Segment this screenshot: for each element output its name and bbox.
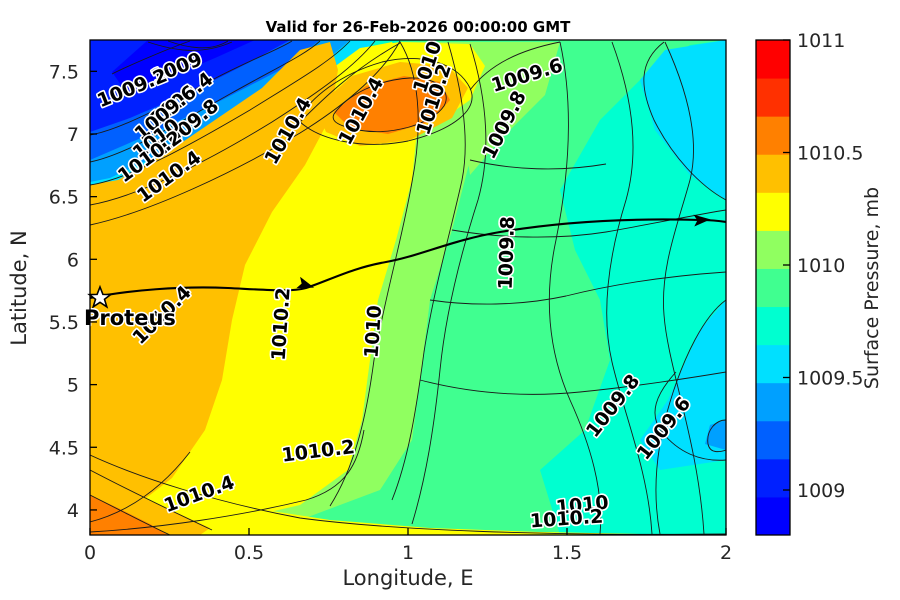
colorbar-band: [756, 78, 790, 117]
colorbar-bands: [756, 40, 790, 536]
colorbar-tick-label: 1011: [797, 30, 845, 52]
y-tick-label: 5.5: [49, 312, 79, 334]
x-tick-label: 2: [720, 542, 732, 564]
colorbar-band: [756, 344, 790, 384]
colorbar-band: [756, 458, 790, 498]
site-marker-group: Proteus: [83, 286, 177, 332]
colorbar-band: [756, 230, 790, 269]
x-tick-label: 1: [402, 542, 414, 564]
x-tick-label: 0.5: [234, 542, 264, 564]
colorbar[interactable]: 1009 1009.5 1010 1010.5 1011: [755, 30, 863, 536]
y-tick-label: 4: [67, 500, 79, 522]
y-tick-label: 6: [67, 249, 79, 271]
colorbar-ticks: 1009 1009.5 1010 1010.5 1011: [783, 30, 863, 502]
colorbar-band: [756, 116, 790, 155]
colorbar-tick-label: 1009.5: [797, 368, 863, 390]
contour-label: 1010.2: [268, 287, 295, 362]
chart-title: Valid for 26-Feb-2026 00:00:00 GMT: [266, 18, 572, 36]
colorbar-band: [756, 382, 790, 422]
colorbar-tick-label: 1010.5: [797, 143, 863, 165]
contour-label: 1009.8: [495, 216, 520, 290]
colorbar-band: [756, 40, 790, 79]
colorbar-band: [756, 306, 790, 346]
y-tick-label: 5: [67, 375, 79, 397]
x-axis-label: Longitude, E: [342, 566, 473, 590]
colorbar-band: [756, 496, 790, 536]
arrow-marker-east: [693, 214, 711, 227]
contour-label: 1010: [361, 304, 387, 358]
y-tick-label: 7.5: [49, 61, 79, 83]
colorbar-band: [756, 420, 790, 460]
colorbar-band: [756, 154, 790, 193]
arrow-marker: [296, 276, 315, 289]
x-tick-label: 0: [84, 542, 96, 564]
x-axis-ticks: 0 0.5 1 1.5 2: [84, 528, 732, 564]
site-label: Proteus: [84, 306, 176, 330]
x-tick-label: 1.5: [552, 542, 582, 564]
colorbar-band: [756, 268, 790, 308]
y-tick-label: 7: [67, 124, 79, 146]
contour-fill-layer: [90, 40, 726, 535]
colorbar-tick-label: 1010: [797, 255, 845, 277]
contour-line-layer: [90, 40, 726, 535]
y-tick-label: 4.5: [49, 437, 79, 459]
y-axis-label: Latitude, N: [7, 230, 31, 346]
y-axis-ticks: 4 4.5 5 5.5 6 6.5 7 7.5: [49, 61, 97, 522]
colorbar-tick-label: 1009: [797, 480, 845, 502]
track-path: [90, 218, 726, 300]
storm-track-layer: [90, 214, 726, 300]
colorbar-band: [756, 192, 790, 231]
colorbar-label: Surface Pressure, mb: [861, 187, 883, 389]
y-tick-label: 6.5: [49, 187, 79, 209]
colorbar-frame: [755, 39, 791, 536]
